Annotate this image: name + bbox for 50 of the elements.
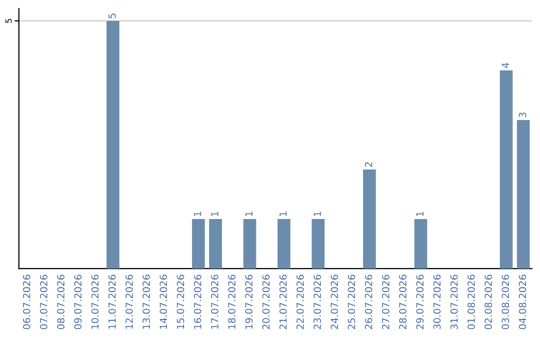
data-label: 1	[194, 212, 202, 216]
x-tick-label: 22.07.2026	[296, 274, 304, 330]
data-label: 2	[364, 162, 372, 167]
x-tick-label: 01.08.2026	[468, 274, 475, 330]
bar	[192, 219, 205, 269]
x-tick-label: 08.07.2026	[57, 274, 64, 330]
x-tick-label: 27.07.2026	[382, 274, 390, 330]
x-tick-label: 07.07.2026	[40, 274, 48, 330]
data-label: 1	[280, 212, 287, 216]
bar	[363, 170, 376, 269]
x-tick-label: 28.07.2026	[399, 274, 406, 330]
x-tick-label: 11.07.2026	[108, 274, 116, 329]
x-tick-label: 29.07.2026	[416, 274, 424, 330]
x-tick-label: 21.07.2026	[279, 274, 287, 330]
x-tick-label: 24.07.2026	[330, 274, 338, 330]
data-label: 4	[502, 62, 509, 68]
x-tick-label: 25.07.2026	[348, 274, 356, 330]
x-tick-label: 26.07.2026	[364, 274, 372, 330]
bar	[312, 219, 325, 269]
x-tick-label: 14.07.2026	[160, 274, 168, 329]
x-tick-label: 30.07.2026	[433, 274, 441, 330]
x-tick-label: 09.07.2026	[74, 274, 82, 330]
data-label: 1	[314, 212, 321, 216]
data-label: 1	[245, 212, 252, 216]
x-tick-label: 10.07.2026	[91, 274, 99, 329]
x-tick-label: 12.07.2026	[126, 274, 133, 329]
bar	[209, 219, 222, 269]
bar	[500, 70, 513, 269]
x-tick-label: 06.07.2026	[22, 274, 30, 330]
data-label: 5	[108, 14, 116, 18]
x-tick-label: 03.08.2026	[502, 274, 510, 330]
x-tick-label: 19.07.2026	[245, 274, 253, 329]
x-tick-label: 17.07.2026	[211, 274, 218, 329]
x-tick-label: 13.07.2026	[142, 274, 150, 329]
x-tick-label: 16.07.2026	[194, 274, 202, 329]
x-tick-label: 02.08.2026	[484, 274, 492, 330]
x-tick-label: 18.07.2026	[228, 274, 236, 329]
x-tick-label: 15.07.2026	[176, 274, 184, 329]
x-tick-label: 23.07.2026	[314, 274, 321, 330]
data-label: 1	[416, 212, 424, 216]
bar	[516, 120, 530, 269]
x-tick-label: 20.07.2026	[262, 274, 270, 330]
bar	[278, 219, 290, 269]
data-label: 1	[211, 212, 218, 216]
bar	[106, 20, 120, 269]
data-label: 3	[518, 112, 526, 118]
x-tick-label: 31.07.2026	[450, 274, 458, 330]
bar	[414, 219, 428, 269]
bar	[243, 219, 256, 269]
x-tick-label: 04.08.2026	[518, 274, 526, 330]
